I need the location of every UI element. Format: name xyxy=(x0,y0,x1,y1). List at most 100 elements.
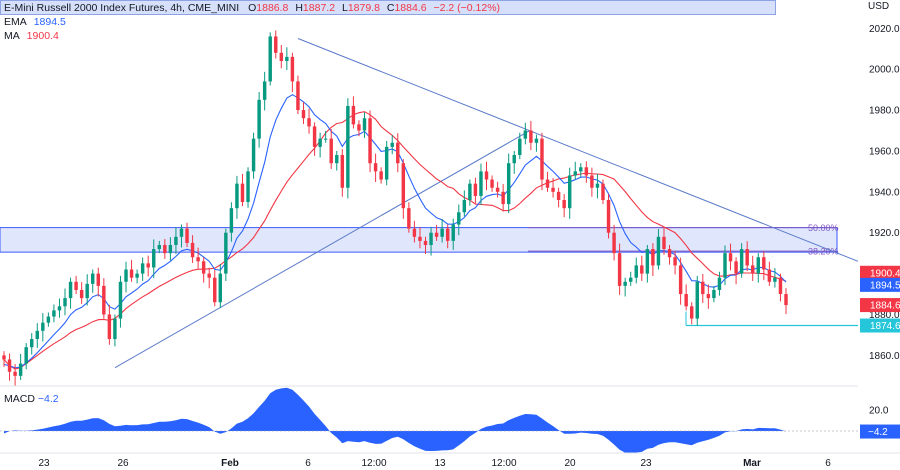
candle-body xyxy=(296,81,300,111)
ohlc-high-key: H xyxy=(295,2,303,14)
candle-body xyxy=(63,298,67,307)
candle-body xyxy=(479,171,483,196)
candle-body xyxy=(584,167,589,176)
candle-body xyxy=(667,249,672,258)
candle-body xyxy=(185,228,189,243)
macd-tick-label: 20.0 xyxy=(869,405,889,416)
x-tick-label: 6 xyxy=(305,458,311,469)
candle-body xyxy=(601,183,605,200)
macd-label: MACD xyxy=(4,393,35,405)
candle-body xyxy=(512,155,516,164)
candle-body xyxy=(152,249,156,268)
currency-label: USD xyxy=(868,1,890,12)
candle-body xyxy=(529,130,533,143)
legend: E-Mini Russell 2000 Index Futures, 4h, C… xyxy=(4,1,504,43)
candle-body xyxy=(79,289,84,299)
candle-body xyxy=(612,232,616,254)
ohlc-open-value: 1886.8 xyxy=(256,2,289,14)
candle-body xyxy=(107,314,112,340)
candle-body xyxy=(468,183,472,200)
candle-body xyxy=(85,283,89,299)
candle-body xyxy=(579,167,583,172)
price-tag xyxy=(860,318,900,333)
candle-body xyxy=(390,142,394,147)
y-tick-label: 1980.0 xyxy=(869,106,900,117)
x-tick-label: 26 xyxy=(117,458,129,469)
candle-body xyxy=(412,228,417,237)
candle-body xyxy=(351,105,356,125)
ohlc-low-key: L xyxy=(341,2,348,14)
macd-legend[interactable]: MACD −4.2 xyxy=(4,393,59,405)
candle-body xyxy=(7,359,12,372)
candle-body xyxy=(124,269,128,282)
candle-body xyxy=(401,163,406,209)
candle-body xyxy=(102,285,106,315)
candle-body xyxy=(373,163,378,172)
candle-body xyxy=(590,175,594,188)
candle-body xyxy=(129,269,134,278)
candle-body xyxy=(540,138,544,180)
candle-body xyxy=(240,183,245,203)
descending-trendline xyxy=(297,38,859,262)
x-tick-label: Mar xyxy=(743,458,761,469)
candle-body xyxy=(262,81,267,100)
candle-body xyxy=(501,191,505,205)
candle-body xyxy=(41,322,45,331)
ema-legend[interactable]: EMA 1894.5 xyxy=(4,15,504,29)
candle-body xyxy=(429,232,433,245)
candle-body xyxy=(307,118,311,127)
ma-line xyxy=(3,111,787,370)
candle-body xyxy=(146,263,150,268)
candle-body xyxy=(567,175,572,209)
candle-body xyxy=(135,273,139,278)
candle-body xyxy=(673,257,677,266)
candle-body xyxy=(784,294,788,306)
candle-body xyxy=(30,339,34,348)
candle-body xyxy=(534,138,539,143)
candle-body xyxy=(751,265,755,274)
candle-body xyxy=(318,138,322,147)
candles xyxy=(2,30,788,387)
candle-body xyxy=(340,155,345,188)
candle-body xyxy=(739,249,744,274)
ohlc-open-key: O xyxy=(248,2,257,14)
candle-body xyxy=(423,240,428,245)
ma-legend[interactable]: MA 1900.4 xyxy=(4,29,504,43)
candle-body xyxy=(279,52,284,61)
candle-body xyxy=(285,56,289,61)
candle-body xyxy=(218,273,223,303)
candle-body xyxy=(52,310,56,317)
candle-body xyxy=(57,306,62,311)
y-tick-label: 1880.0 xyxy=(869,310,900,321)
ohlc-close-value: 1884.6 xyxy=(394,2,427,14)
candle-body xyxy=(773,277,777,282)
candle-body xyxy=(179,228,184,237)
candle-body xyxy=(396,142,400,164)
candle-body xyxy=(274,36,278,53)
macd-value: −4.2 xyxy=(37,393,59,405)
candle-body xyxy=(323,138,328,140)
candle-body xyxy=(251,138,256,172)
candle-body xyxy=(168,244,173,254)
candle-body xyxy=(140,263,145,274)
candle-body xyxy=(562,200,566,209)
candle-body xyxy=(246,171,250,203)
header-bar xyxy=(0,0,776,15)
candle-body xyxy=(723,253,727,278)
ema-value: 1894.5 xyxy=(33,16,66,28)
candle-body xyxy=(257,99,261,139)
candle-body xyxy=(118,281,123,319)
candle-body xyxy=(268,36,272,82)
candle-body xyxy=(457,212,461,225)
candle-body xyxy=(229,208,234,233)
candle-body xyxy=(701,281,705,295)
macd-tag-label: −4.2 xyxy=(868,427,888,438)
ascending-trendline xyxy=(114,130,531,369)
candle-body xyxy=(462,200,467,213)
candle-body xyxy=(656,236,661,266)
candle-body xyxy=(196,257,200,262)
x-tick-label: 6 xyxy=(825,458,831,469)
candle-body xyxy=(695,281,699,319)
candle-body xyxy=(728,253,733,262)
